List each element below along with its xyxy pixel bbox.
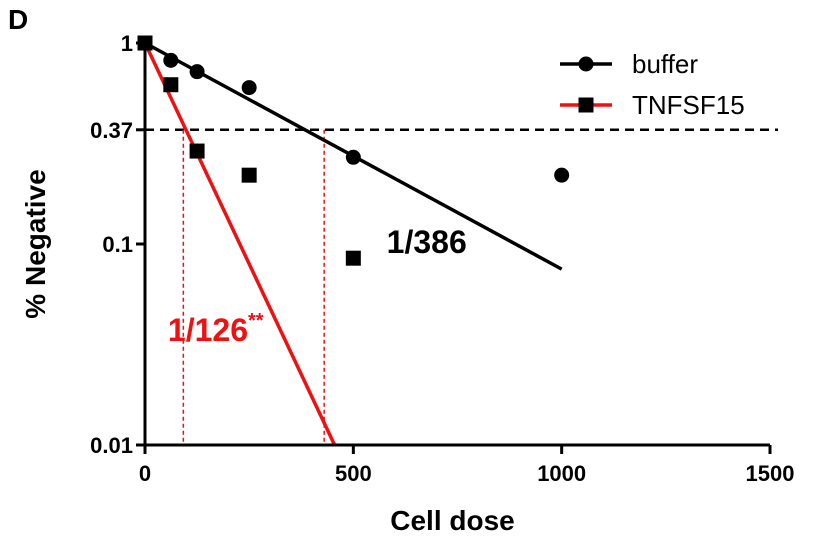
annotation-buffer: 1/386 — [387, 224, 467, 260]
point-tnfsf15 — [137, 35, 153, 51]
axis-labels: 0 500 1000 1500 0.01 0.1 0.37 1 Cell dose % Negat… — [20, 31, 794, 536]
y-tick-label: 0.37 — [90, 118, 133, 143]
annotations: 1/386 1/126** — [168, 224, 467, 348]
legend: buffer TNFSF15 — [560, 49, 745, 120]
guide-lines — [145, 128, 778, 445]
point-buffer — [241, 80, 257, 96]
fit-line-tnfsf15 — [143, 42, 337, 446]
y-axis-title: % Negative — [20, 169, 51, 318]
annotation-tnfsf15: 1/126** — [168, 310, 264, 348]
point-buffer — [163, 52, 179, 68]
point-buffer — [345, 149, 361, 165]
x-tick-label: 1000 — [537, 461, 586, 486]
y-tick-label: 0.1 — [102, 232, 133, 257]
y-tick-label: 1 — [121, 31, 133, 56]
legend-label-buffer: buffer — [632, 49, 698, 79]
point-tnfsf15 — [241, 167, 257, 183]
legend-label-tnfsf15: TNFSF15 — [632, 90, 745, 120]
x-axis-title: Cell dose — [390, 505, 514, 536]
legend-marker-buffer — [578, 56, 594, 72]
point-buffer — [189, 64, 205, 80]
point-tnfsf15 — [163, 77, 179, 93]
point-tnfsf15 — [189, 143, 205, 159]
fit-lines — [143, 41, 563, 446]
legend-marker-tnfsf15 — [578, 97, 594, 113]
panel-letter: D — [8, 4, 29, 35]
x-tick-label: 1500 — [746, 461, 795, 486]
point-buffer — [554, 167, 570, 183]
data-points — [137, 35, 570, 266]
x-tick-label: 500 — [335, 461, 372, 486]
point-tnfsf15 — [345, 250, 361, 266]
axes — [136, 37, 772, 454]
x-tick-label: 0 — [139, 461, 151, 486]
y-tick-label: 0.01 — [90, 433, 133, 458]
